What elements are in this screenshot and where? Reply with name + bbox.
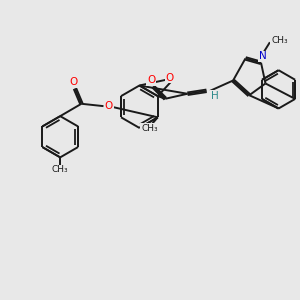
Text: O: O bbox=[166, 73, 174, 82]
Text: CH₃: CH₃ bbox=[271, 36, 288, 45]
Text: H: H bbox=[211, 91, 219, 100]
Text: O: O bbox=[70, 77, 78, 87]
Text: O: O bbox=[147, 75, 155, 85]
Text: N: N bbox=[259, 51, 266, 62]
Text: CH₃: CH₃ bbox=[52, 165, 68, 174]
Text: O: O bbox=[105, 101, 113, 111]
Text: CH₃: CH₃ bbox=[141, 124, 158, 133]
